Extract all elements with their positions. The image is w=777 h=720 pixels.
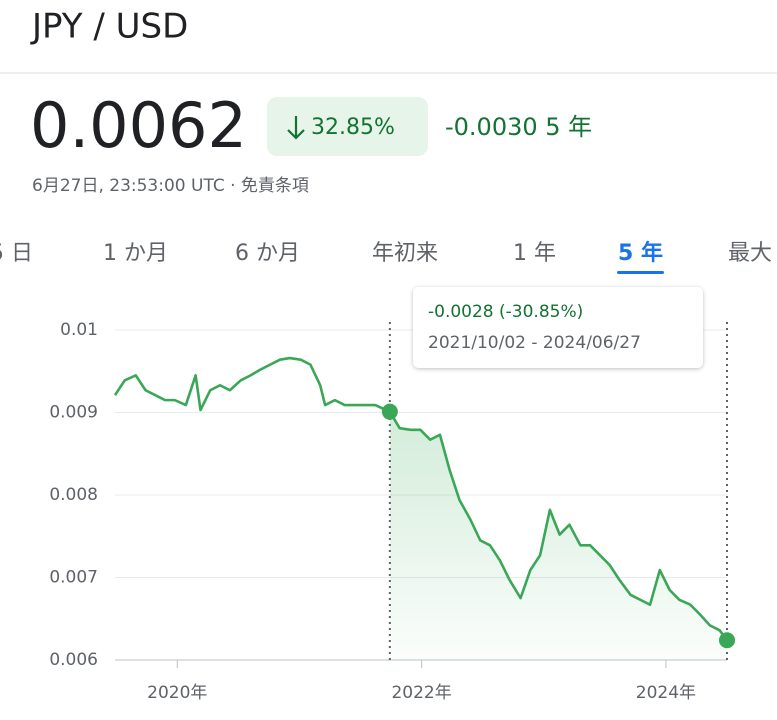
- x-tick-label: 2024年: [636, 683, 696, 703]
- range-tab[interactable]: 6 か月: [235, 241, 300, 266]
- range-tabs: 5 日 1 か月 6 か月 年初来 1 年 5 年 最大: [0, 240, 772, 274]
- tooltip-change: -0.0028 (-30.85%): [428, 302, 583, 322]
- tooltip: [413, 287, 703, 368]
- range-tab[interactable]: 1 年: [513, 241, 556, 266]
- tooltip-box: [413, 287, 703, 368]
- tab-underline: [617, 271, 664, 274]
- selection-area: [389, 411, 727, 660]
- timestamp: 6月27日, 23:53:00 UTC · 免責条項: [32, 176, 309, 196]
- selection-dot: [719, 632, 735, 649]
- price: 0.0062: [30, 89, 247, 162]
- change-badge: [267, 97, 428, 156]
- pair-title: JPY / USD: [30, 7, 188, 47]
- chart-area: 0.006 0.007 0.008 0.009 0.01 2020年 2022年 2024年: [49, 320, 735, 703]
- y-tick-label: 0.009: [49, 403, 98, 423]
- change-abs: -0.0030 5 年: [445, 113, 592, 141]
- range-tab[interactable]: 5 日: [0, 241, 33, 266]
- price-line: [113, 356, 729, 641]
- x-tick-label: 2022年: [391, 683, 451, 703]
- x-tick-label: 2020年: [147, 683, 207, 703]
- range-tab[interactable]: 最大: [728, 241, 772, 266]
- y-tick-label: 0.008: [49, 485, 98, 505]
- down-arrow-icon: [287, 116, 305, 140]
- tooltip-range: 2021/10/02 - 2024/06/27: [428, 333, 641, 353]
- change-percent: 32.85%: [311, 115, 395, 140]
- y-tick-label: 0.006: [49, 650, 98, 670]
- range-tab[interactable]: 5 年: [618, 240, 663, 266]
- y-tick-label: 0.007: [49, 568, 98, 588]
- selection-dot: [381, 403, 398, 420]
- y-tick-label: 0.01: [60, 320, 98, 340]
- range-tab[interactable]: 年初来: [372, 241, 438, 266]
- range-tab[interactable]: 1 か月: [103, 241, 168, 266]
